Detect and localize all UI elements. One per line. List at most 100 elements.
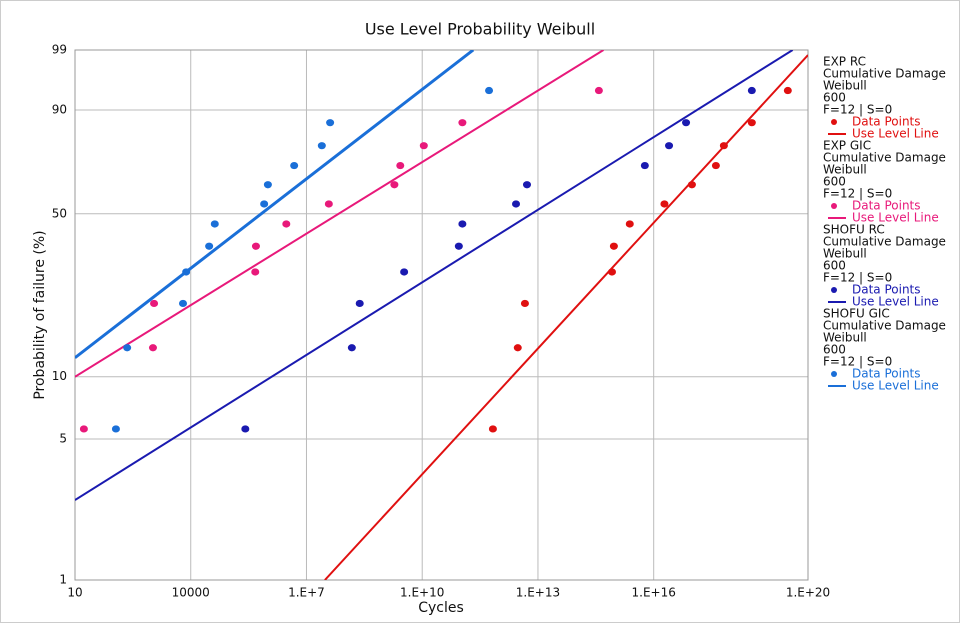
data-point [260,200,269,208]
legend-info: F=12 | S=0 [823,187,892,201]
legend-info: Weibull [823,79,867,93]
data-point [263,181,272,189]
data-point [747,119,756,127]
x-tick-label: 1.E+10 [400,586,444,600]
legend-marker [831,371,837,377]
data-point [520,299,529,308]
y-tick-label: 50 [52,206,67,220]
data-point [711,161,720,170]
plot-frame [74,49,809,581]
y-tick-label: 99 [52,43,67,57]
x-tick-label: 1.E+13 [516,586,560,600]
chart-title: Use Level Probability Weibull [365,20,595,39]
data-point [458,220,467,228]
legend-label: Use Level Line [852,295,939,309]
legend-info: Cumulative Damage [823,235,946,249]
data-point [282,220,291,228]
data-point [150,299,159,308]
data-point [513,344,522,352]
data-point [640,161,649,170]
data-point [607,268,616,276]
legend-info: Weibull [823,331,867,345]
legend-info: 600 [823,91,846,105]
legend-title: SHOFU GIC [823,307,890,321]
legend-title: EXP GIC [823,139,871,153]
data-point [609,242,618,250]
use-level-line [324,54,808,580]
data-point [326,119,335,127]
x-tick-label: 1.E+7 [288,586,325,600]
data-point [396,161,405,170]
data-point [625,220,634,228]
data-point [665,142,674,150]
data-point [719,142,728,150]
use-level-line [75,50,605,378]
data-point [205,242,214,250]
legend-title: SHOFU RC [823,223,885,237]
y-tick-label: 1 [59,573,67,587]
data-point [485,86,494,95]
data-point [454,242,463,250]
use-level-line [75,50,794,501]
data-point [458,119,467,127]
legend-info: Cumulative Damage [823,67,946,81]
data-point [660,200,669,208]
data-point [290,161,299,170]
x-tick-label: 1.E+20 [786,586,830,600]
plot-area [75,50,808,580]
legend-title: EXP RC [823,55,866,69]
data-point [324,200,333,208]
data-point [682,119,691,127]
y-tick-label: 5 [59,432,67,446]
use-level-line [75,50,475,359]
data-point [783,86,792,95]
data-point [347,344,356,352]
data-point [317,142,326,150]
data-point [419,142,428,150]
data-point [182,268,191,276]
x-tick-label: 10000 [172,586,210,600]
data-point [522,181,531,189]
data-point [241,425,250,433]
legend-info: 600 [823,343,846,357]
legend-marker [831,287,837,293]
legend-label: Data Points [852,367,921,381]
data-point [390,181,399,189]
legend-label: Data Points [852,283,921,297]
data-point [111,425,120,433]
legend-info: F=12 | S=0 [823,271,892,285]
legend-info: F=12 | S=0 [823,355,892,369]
legend-label: Use Level Line [852,379,939,393]
x-tick-label: 10 [67,586,82,600]
data-point [400,268,409,276]
data-point [123,344,132,352]
data-point [488,425,497,433]
legend-label: Use Level Line [852,127,939,141]
data-point [79,425,88,433]
legend-label: Use Level Line [852,211,939,225]
data-point [251,268,260,276]
legend-marker [831,119,837,125]
legend-info: 600 [823,175,846,189]
data-point [747,86,756,95]
legend-info: 600 [823,259,846,273]
data-point [687,181,696,189]
data-point [210,220,219,228]
data-point [594,86,603,95]
y-axis-label: Probability of failure (%) [32,230,48,399]
y-tick-label: 10 [52,369,67,383]
data-point [355,299,364,308]
legend-label: Data Points [852,199,921,213]
data-point [148,344,157,352]
legend-info: F=12 | S=0 [823,103,892,117]
legend-marker [831,203,837,209]
legend-info: Cumulative Damage [823,151,946,165]
x-tick-label: 1.E+16 [632,586,676,600]
legend-label: Data Points [852,115,921,129]
data-point [251,242,260,250]
legend-info: Cumulative Damage [823,319,946,333]
data-point [178,299,187,308]
y-tick-label: 90 [52,102,67,116]
